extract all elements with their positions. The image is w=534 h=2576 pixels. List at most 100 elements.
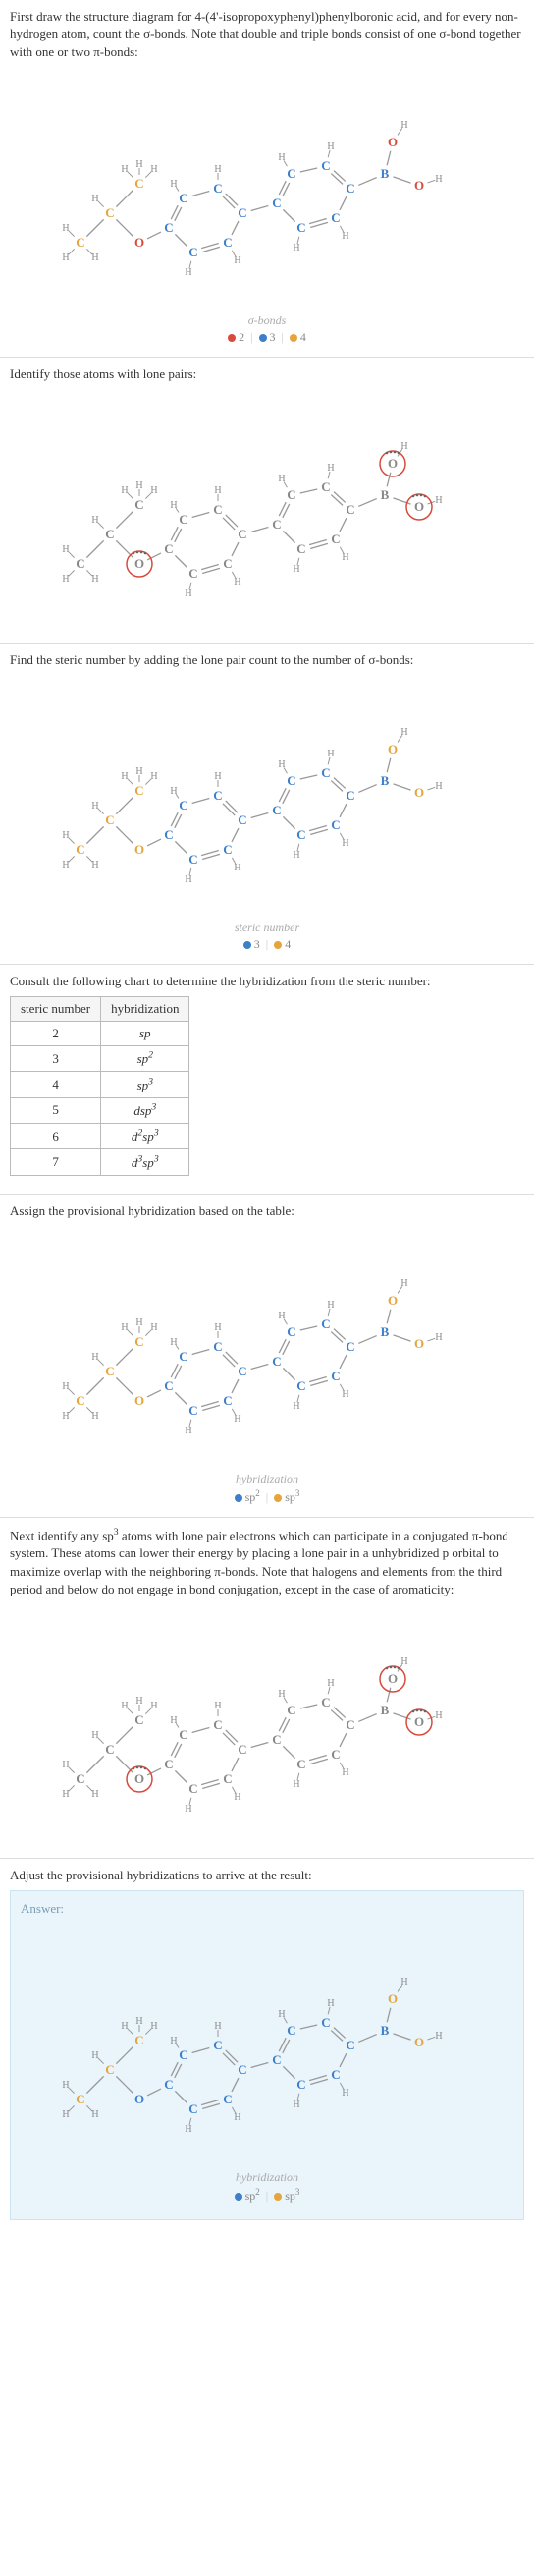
molecule-svg: HHHHHHHHHHHHHHHHHCCCOCCCCCCCCCCCCBOO xyxy=(41,1932,493,2158)
molecule-svg: HHHHHHHHHHHHHHHHHCCCOCCCCCCCCCCCCBOO xyxy=(41,76,493,302)
atom-label: C xyxy=(296,827,305,842)
svg-text:H: H xyxy=(135,1317,142,1328)
atom-label: B xyxy=(381,773,390,788)
svg-text:H: H xyxy=(342,1389,348,1400)
legend-dot xyxy=(274,1494,282,1502)
section-conjugation: Next identify any sp3 atoms with lone pa… xyxy=(0,1518,534,1859)
svg-text:H: H xyxy=(342,2088,348,2099)
svg-text:H: H xyxy=(62,544,69,555)
atom-label: C xyxy=(296,541,305,556)
atom-label: C xyxy=(321,1316,330,1331)
svg-text:H: H xyxy=(293,564,299,575)
legend-item: sp3 xyxy=(274,2187,299,2204)
atom-label: C xyxy=(296,1757,305,1771)
atom-label: C xyxy=(321,1695,330,1709)
svg-text:H: H xyxy=(435,781,442,792)
atom-label: C xyxy=(213,502,222,517)
svg-text:H: H xyxy=(62,1789,69,1800)
svg-text:H: H xyxy=(62,223,69,234)
svg-text:H: H xyxy=(185,588,191,599)
legend-title: σ-bonds xyxy=(10,313,524,328)
atom-label: O xyxy=(134,556,144,571)
legend-dot xyxy=(243,941,251,949)
atom-label: O xyxy=(388,1991,398,2006)
section-text: Adjust the provisional hybridizations to… xyxy=(10,1867,524,1884)
table-cell: 4 xyxy=(11,1072,101,1097)
svg-text:H: H xyxy=(278,474,285,484)
svg-text:H: H xyxy=(234,863,240,873)
section-text: Assign the provisional hybridization bas… xyxy=(10,1203,524,1220)
atom-label: O xyxy=(414,1714,424,1729)
legend: steric number 3|4 xyxy=(10,921,524,952)
atom-label: C xyxy=(346,181,354,196)
atom-label: C xyxy=(105,1364,114,1378)
atom-label: C xyxy=(331,1747,340,1762)
svg-text:H: H xyxy=(293,2100,299,2110)
legend-item: sp2 xyxy=(235,2187,260,2204)
section-steric-number: Find the steric number by adding the lon… xyxy=(0,644,534,965)
svg-text:H: H xyxy=(234,255,240,266)
atom-label: O xyxy=(414,785,424,800)
atom-label: C xyxy=(238,1742,246,1757)
legend: hybridization sp2|sp3 xyxy=(21,2170,513,2204)
svg-text:H: H xyxy=(293,1401,299,1412)
svg-text:H: H xyxy=(150,2021,157,2032)
svg-text:H: H xyxy=(214,1322,221,1333)
atom-label: C xyxy=(223,2092,232,2106)
section-hybridization-table: Consult the following chart to determine… xyxy=(0,965,534,1195)
table-row: 3sp2 xyxy=(11,1046,189,1072)
atom-label: C xyxy=(213,181,222,196)
atom-label: C xyxy=(179,1349,187,1364)
atom-label: C xyxy=(179,2047,187,2062)
atom-label: C xyxy=(134,497,143,512)
atom-label: C xyxy=(105,527,114,541)
atom-label: O xyxy=(134,1393,144,1408)
atom-label: C xyxy=(213,788,222,803)
svg-text:H: H xyxy=(435,1332,442,1343)
molecule-diagram: HHHHHHHHHHHHHHHHHCCCOCCCCCCCCCCCCBOO xyxy=(10,1604,524,1846)
hybridization-table: steric numberhybridization 2sp3sp24sp35d… xyxy=(10,996,189,1176)
section-lone-pairs: Identify those atoms with lone pairs: HH… xyxy=(0,358,534,644)
svg-text:H: H xyxy=(234,2112,240,2123)
atom-label: O xyxy=(414,1336,424,1351)
atom-label: C xyxy=(134,176,143,191)
atom-label: C xyxy=(188,566,197,581)
svg-text:H: H xyxy=(342,231,348,242)
atom-label: O xyxy=(414,499,424,514)
atom-label: C xyxy=(76,842,84,857)
atom-label: C xyxy=(346,1717,354,1732)
atom-label: C xyxy=(287,1324,295,1339)
atom-label: C xyxy=(331,2067,340,2082)
molecule-diagram: HHHHHHHHHHHHHHHHHCCCOCCCCCCCCCCCCBOO xyxy=(10,68,524,309)
atom-label: C xyxy=(179,798,187,812)
atom-label: C xyxy=(331,1369,340,1383)
svg-text:H: H xyxy=(62,574,69,585)
svg-text:H: H xyxy=(91,1411,98,1422)
legend-label: 3 xyxy=(254,937,260,951)
table-cell: sp xyxy=(101,1022,189,1046)
svg-text:H: H xyxy=(135,480,142,491)
atom-label: C xyxy=(179,191,187,205)
atom-label: C xyxy=(76,556,84,571)
atom-label: O xyxy=(414,2035,424,2049)
atom-label: C xyxy=(321,158,330,173)
section-text: Consult the following chart to determine… xyxy=(10,973,524,990)
atom-label: B xyxy=(381,487,390,502)
svg-text:H: H xyxy=(91,574,98,585)
molecule-diagram: HHHHHHHHHHHHHHHHHCCCOCCCCCCCCCCCCBOO xyxy=(10,675,524,917)
svg-text:H: H xyxy=(62,252,69,263)
svg-text:H: H xyxy=(150,164,157,175)
atom-label: C xyxy=(272,196,281,210)
svg-text:H: H xyxy=(91,252,98,263)
atom-label: C xyxy=(188,2101,197,2116)
answer-box: Answer: HHHHHHHHHHHHHHHHHCCCOCCCCCCCCCCC… xyxy=(10,1890,524,2220)
atom-label: C xyxy=(164,2077,173,2092)
legend-title: steric number xyxy=(10,921,524,935)
svg-text:H: H xyxy=(327,141,334,152)
svg-text:H: H xyxy=(278,1689,285,1700)
legend-title: hybridization xyxy=(21,2170,513,2185)
table-cell: 5 xyxy=(11,1097,101,1123)
atom-label: C xyxy=(238,812,246,827)
svg-text:H: H xyxy=(214,2021,221,2032)
svg-text:H: H xyxy=(62,1381,69,1392)
